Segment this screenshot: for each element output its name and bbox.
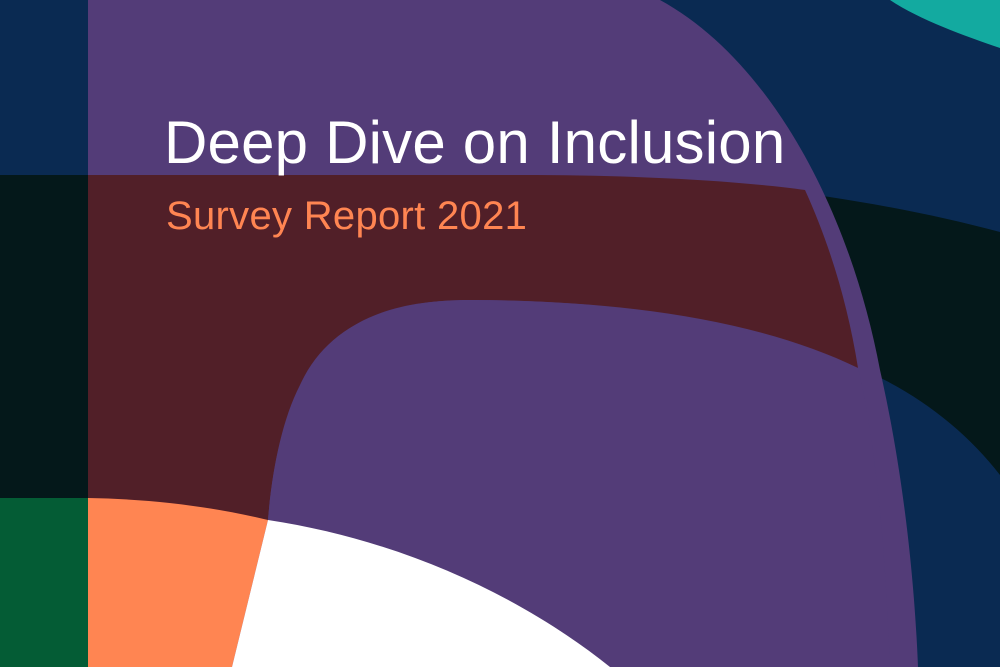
teal-corner-shape: [890, 0, 1000, 48]
orange-shape: [88, 498, 268, 667]
report-title: Deep Dive on Inclusion: [164, 109, 786, 176]
dark-left-strip: [0, 175, 90, 505]
report-subtitle: Survey Report 2021: [166, 194, 528, 238]
white-arc-shape: [232, 520, 610, 667]
maroon-overlap-shape: [88, 175, 858, 520]
green-strip-shape: [0, 498, 88, 667]
